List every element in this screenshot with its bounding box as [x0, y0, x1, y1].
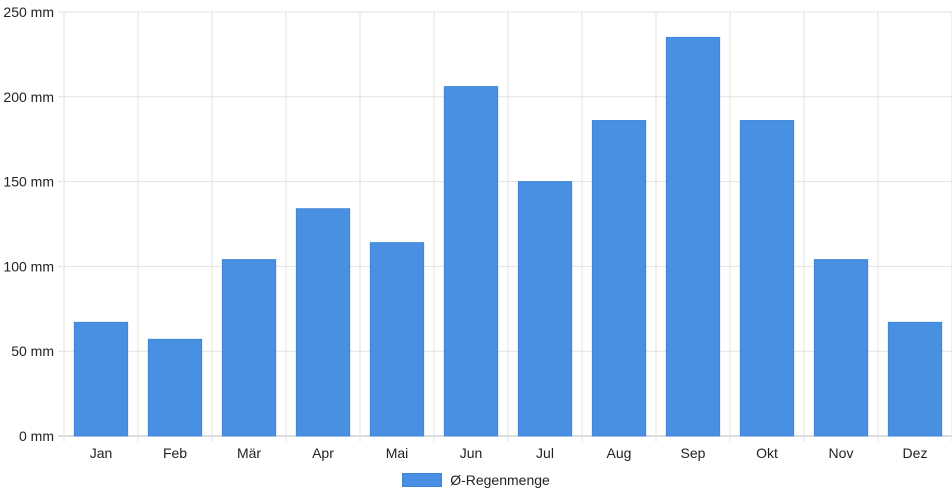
- bar-nov[interactable]: [813, 259, 869, 437]
- x-tick-label: Mai: [386, 445, 409, 461]
- y-tick-label: 100 mm: [3, 258, 54, 274]
- bar-mär[interactable]: [221, 259, 277, 437]
- bar-aug[interactable]: [591, 120, 647, 437]
- legend-label: Ø-Regenmenge: [450, 472, 550, 488]
- y-tick-label: 200 mm: [3, 89, 54, 105]
- x-tick-label: Jun: [460, 445, 483, 461]
- x-tick-label: Okt: [756, 445, 778, 461]
- bar-dez[interactable]: [887, 321, 943, 437]
- x-tick-label: Feb: [163, 445, 187, 461]
- bar-jan[interactable]: [73, 321, 129, 437]
- y-tick-label: 0 mm: [19, 428, 54, 444]
- rainfall-bar-chart: 0 mm 50 mm 100 mm 150 mm 200 mm 250 mm Jan Feb M…: [3, 4, 952, 461]
- legend[interactable]: Ø-Regenmenge: [0, 472, 952, 488]
- x-tick-label: Aug: [607, 445, 632, 461]
- bar-mai[interactable]: [369, 242, 425, 437]
- x-tick-label: Jan: [90, 445, 113, 461]
- bar-okt[interactable]: [739, 120, 795, 437]
- x-tick-label: Mär: [237, 445, 261, 461]
- x-tick-label: Jul: [536, 445, 554, 461]
- bar-jun[interactable]: [443, 86, 499, 437]
- bar-feb[interactable]: [147, 338, 203, 437]
- bar-apr[interactable]: [295, 208, 351, 437]
- y-tick-label: 150 mm: [3, 174, 54, 190]
- legend-swatch: [402, 473, 443, 487]
- bar-jul[interactable]: [517, 181, 573, 437]
- y-tick-label: 250 mm: [3, 4, 54, 20]
- bar-sep[interactable]: [665, 36, 721, 437]
- y-tick-label: 50 mm: [11, 343, 54, 359]
- x-tick-label: Nov: [829, 445, 854, 461]
- x-tick-label: Apr: [312, 445, 334, 461]
- x-tick-label: Sep: [681, 445, 706, 461]
- x-tick-label: Dez: [903, 445, 928, 461]
